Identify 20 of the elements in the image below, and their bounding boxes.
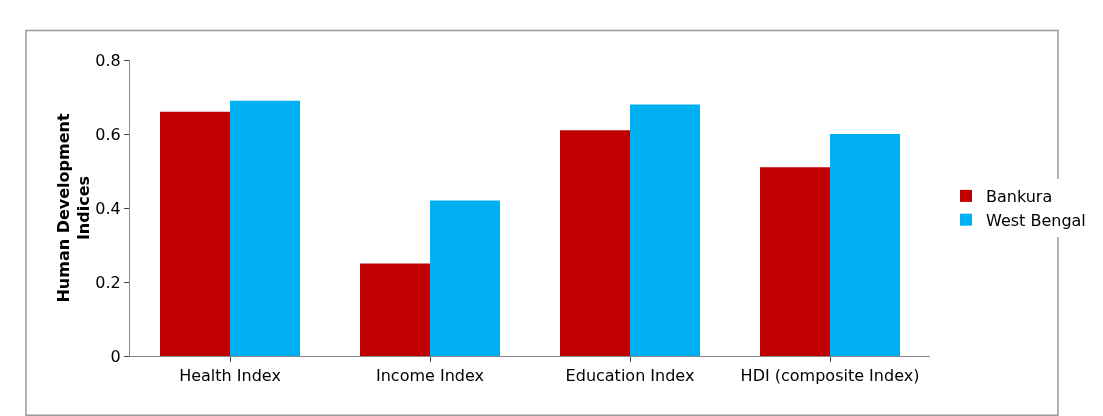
y-tick-label: 0.4 [95,198,121,218]
legend-label: Bankura [986,187,1053,207]
bar [360,263,430,356]
bar [230,100,300,356]
bar [630,104,700,356]
x-tick-label: Health Index [179,366,281,386]
y-tick-label: 0.8 [95,50,121,70]
legend-label: West Bengal [986,210,1086,230]
x-tick-label: HDI (composite Index) [740,366,920,386]
bar [430,200,500,356]
bar [560,130,630,356]
y-tick-label: 0 [110,346,121,366]
bar [760,167,830,356]
bar [830,134,900,356]
x-tick-label: Education Index [565,366,695,386]
y-axis-title: Human Development Indices [53,113,94,303]
x-tick-label: Income Index [375,366,485,386]
y-tick-label: 0.6 [95,124,121,144]
bar [160,111,230,356]
y-tick-label: 0.2 [95,272,121,292]
